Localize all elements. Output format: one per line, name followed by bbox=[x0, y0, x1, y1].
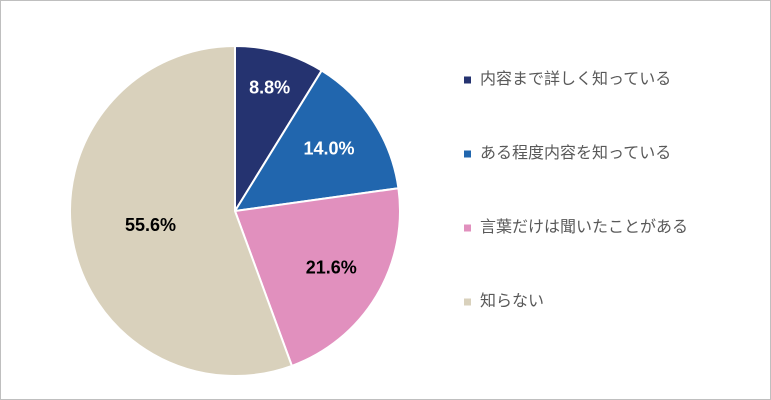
legend-marker bbox=[464, 298, 471, 306]
pie-slice bbox=[69, 44, 294, 377]
data-label: 8.8% bbox=[249, 78, 290, 98]
data-label: 21.6% bbox=[306, 257, 357, 277]
legend-label: 知らない bbox=[480, 292, 544, 310]
legend-label: ある程度内容を知っている bbox=[480, 144, 671, 162]
legend-label: 言葉だけは聞いたことがある bbox=[480, 218, 688, 236]
data-label: 14.0% bbox=[303, 138, 354, 158]
pie-slice bbox=[233, 69, 400, 213]
legend-label: 内容まで詳しく知っている bbox=[480, 70, 671, 88]
legend-marker bbox=[464, 224, 471, 232]
pie-slice bbox=[234, 44, 324, 215]
legend-marker bbox=[464, 76, 471, 84]
data-label: 55.6% bbox=[125, 215, 176, 235]
legend-marker bbox=[464, 150, 471, 158]
